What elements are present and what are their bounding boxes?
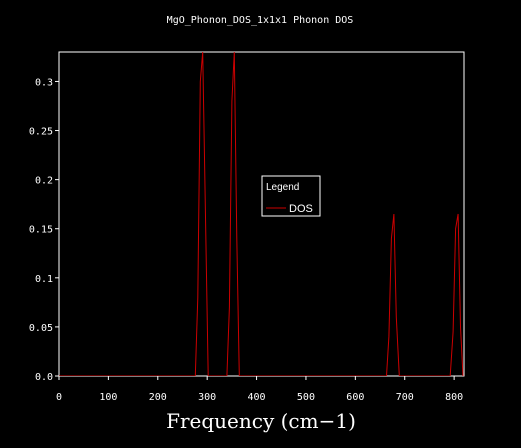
y-tick-label: 0.15 xyxy=(29,225,53,236)
y-tick-label: 0.2 xyxy=(35,176,53,187)
y-tick-label: 0.1 xyxy=(35,274,53,285)
y-tick-label: 0.25 xyxy=(29,127,53,138)
y-tick-label: 0.0 xyxy=(35,372,53,383)
legend-box xyxy=(261,175,321,217)
legend: Legend DOS xyxy=(261,175,321,217)
x-tick-label: 100 xyxy=(99,392,117,403)
x-tick-label: 800 xyxy=(445,392,463,403)
y-tick-label: 0.05 xyxy=(29,323,53,334)
y-tick-label: 0.3 xyxy=(35,77,53,88)
x-tick-label: 0 xyxy=(56,392,62,403)
x-tick-label: 600 xyxy=(346,392,364,403)
x-tick-label: 200 xyxy=(149,392,167,403)
x-axis-ticks: 0 100 200 300 400 500 600 700 800 xyxy=(56,376,463,403)
legend-title: Legend xyxy=(266,182,299,193)
legend-label-dos: DOS xyxy=(289,203,313,215)
x-axis-label: Frequency (cm−1) xyxy=(166,409,356,433)
x-tick-label: 500 xyxy=(297,392,315,403)
series-line-dos xyxy=(59,52,464,376)
y-axis-ticks: 0.0 0.05 0.1 0.15 0.2 0.25 0.3 xyxy=(29,77,59,383)
chart-title: MgO_Phonon_DOS_1x1x1 Phonon DOS xyxy=(167,15,354,26)
x-tick-label: 300 xyxy=(198,392,216,403)
x-tick-label: 700 xyxy=(396,392,414,403)
plot-area xyxy=(59,52,464,376)
x-tick-label: 400 xyxy=(248,392,266,403)
